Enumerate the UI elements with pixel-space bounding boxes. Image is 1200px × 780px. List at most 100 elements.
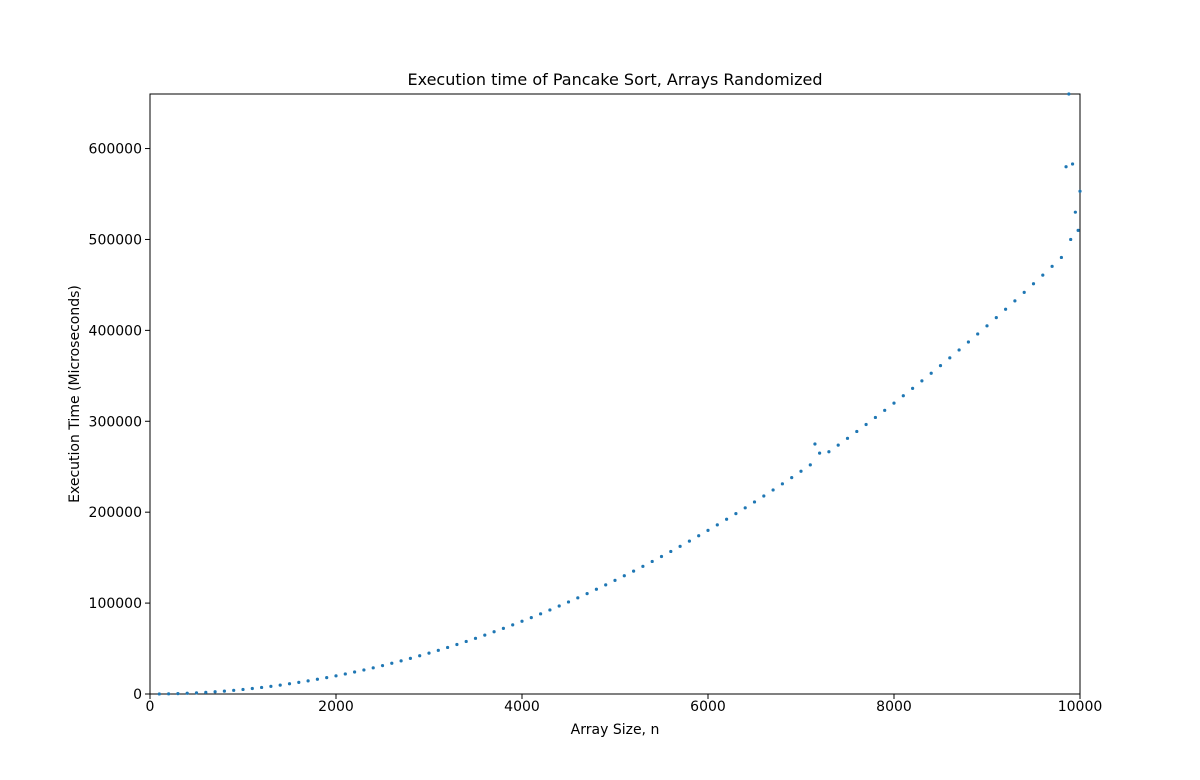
point xyxy=(232,688,236,692)
point xyxy=(418,654,422,658)
point xyxy=(836,443,840,447)
point xyxy=(929,371,933,375)
point xyxy=(1004,307,1008,311)
point xyxy=(566,600,571,604)
point xyxy=(539,612,543,616)
point xyxy=(911,386,915,390)
point xyxy=(241,687,245,692)
point xyxy=(343,672,347,676)
point xyxy=(250,686,254,691)
point xyxy=(632,569,636,573)
point xyxy=(938,363,943,368)
point xyxy=(548,608,552,612)
x-tick-label: 2000 xyxy=(318,699,354,715)
point xyxy=(966,340,971,344)
point xyxy=(1031,282,1036,286)
point xyxy=(883,408,887,412)
point xyxy=(622,574,626,578)
chart-title: Execution time of Pancake Sort, Arrays R… xyxy=(407,70,822,89)
point xyxy=(641,564,645,568)
point xyxy=(213,690,217,694)
point xyxy=(1041,273,1045,277)
point xyxy=(399,659,403,663)
point xyxy=(790,475,794,480)
point xyxy=(762,494,766,498)
point xyxy=(185,691,189,695)
point xyxy=(167,692,171,696)
x-tick-label: 8000 xyxy=(876,699,912,715)
x-tick-label: 10000 xyxy=(1058,699,1103,715)
y-tick-label: 200000 xyxy=(89,505,142,521)
plot-frame xyxy=(149,93,1081,695)
point xyxy=(725,517,729,521)
point xyxy=(194,691,199,695)
point xyxy=(455,642,459,647)
point xyxy=(715,523,719,527)
point xyxy=(604,583,608,587)
point xyxy=(827,450,831,454)
point xyxy=(669,549,673,554)
point xyxy=(325,675,329,680)
point xyxy=(511,623,515,627)
point xyxy=(650,559,654,564)
point xyxy=(985,324,989,328)
point xyxy=(464,639,468,644)
point xyxy=(845,436,850,440)
y-tick-label: 600000 xyxy=(89,142,142,158)
point xyxy=(1059,255,1063,260)
point xyxy=(855,429,859,434)
point xyxy=(557,604,561,608)
point xyxy=(446,645,450,650)
point xyxy=(948,356,952,360)
point xyxy=(1073,210,1077,214)
point xyxy=(483,633,487,637)
point xyxy=(157,692,161,696)
point xyxy=(585,591,589,596)
point xyxy=(520,619,524,623)
point xyxy=(771,488,775,492)
y-tick-label: 0 xyxy=(133,687,142,703)
point xyxy=(1064,165,1068,169)
point xyxy=(492,630,496,634)
x-tick-label: 6000 xyxy=(690,699,726,715)
point xyxy=(204,690,208,694)
point xyxy=(269,684,273,688)
point xyxy=(306,679,310,683)
point xyxy=(501,626,505,630)
point xyxy=(752,500,757,504)
point xyxy=(390,661,394,665)
point xyxy=(1022,290,1026,294)
y-tick-label: 300000 xyxy=(89,414,142,430)
point xyxy=(613,578,617,582)
point xyxy=(371,666,375,670)
point xyxy=(1067,92,1071,96)
point xyxy=(687,539,692,543)
y-tick-label: 500000 xyxy=(89,232,142,248)
point xyxy=(873,415,878,420)
point xyxy=(780,482,785,486)
point xyxy=(1069,237,1073,242)
point xyxy=(362,668,366,672)
point xyxy=(297,680,301,684)
point xyxy=(994,315,998,320)
point xyxy=(1070,162,1075,166)
point xyxy=(380,663,385,668)
point xyxy=(287,682,292,686)
point xyxy=(315,677,319,681)
point xyxy=(706,528,710,532)
point xyxy=(594,587,599,591)
point xyxy=(353,670,357,674)
point xyxy=(813,442,817,446)
point xyxy=(678,544,682,548)
point xyxy=(473,636,478,640)
point xyxy=(1076,228,1080,232)
point xyxy=(864,422,868,427)
point xyxy=(1050,264,1054,268)
point xyxy=(334,674,338,678)
point xyxy=(892,401,896,405)
x-tick-label: 4000 xyxy=(504,699,540,715)
point xyxy=(808,463,812,467)
point xyxy=(1013,299,1017,303)
point xyxy=(743,506,747,510)
point xyxy=(957,348,961,352)
